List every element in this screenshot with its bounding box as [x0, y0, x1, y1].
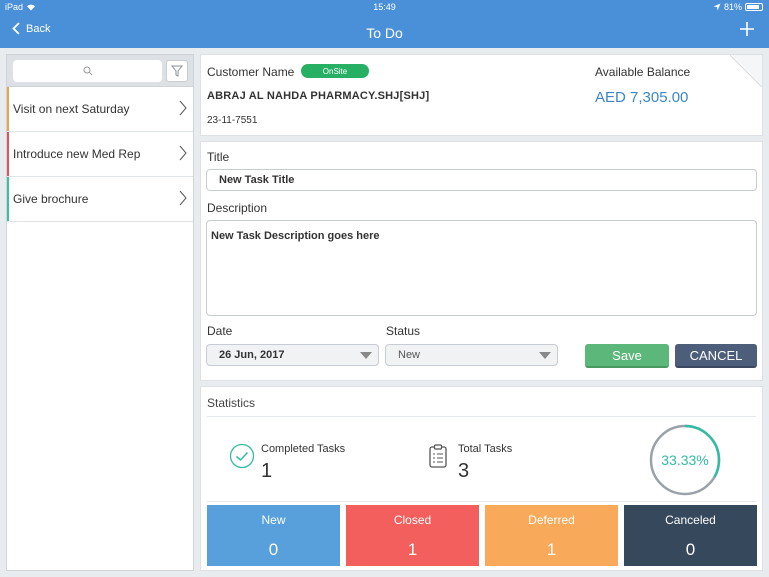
date-value: 26 Jun, 2017 [219, 349, 285, 361]
status-value: New [398, 349, 421, 361]
add-button[interactable] [739, 18, 755, 42]
divider [207, 416, 756, 417]
task-label: Give brochure [13, 192, 89, 206]
tile-canceled-label: Canceled [665, 513, 716, 527]
search-icon [83, 66, 92, 76]
cancel-button[interactable]: CANCEL [675, 344, 757, 368]
page-fold-icon [730, 55, 762, 87]
balance-label: Available Balance [595, 65, 691, 79]
title-input[interactable]: New Task Title [206, 169, 757, 191]
task-label: Introduce new Med Rep [13, 147, 141, 161]
task-sidebar: Visit on next Saturday Introduce new Med … [6, 54, 194, 571]
back-label: Back [26, 22, 51, 35]
description-label: Description [207, 201, 268, 215]
status-right: 81% [713, 2, 763, 12]
caret-down-icon [360, 352, 372, 359]
title-label: Title [207, 150, 230, 164]
total-tasks-value: 3 [458, 460, 470, 482]
statistics-title: Statistics [207, 396, 256, 410]
location-arrow-icon [713, 3, 721, 11]
completed-tasks-label: Completed Tasks [261, 443, 346, 455]
search-bar [7, 55, 193, 87]
caret-down-icon [539, 352, 551, 359]
save-button[interactable]: Save [585, 344, 669, 368]
back-button[interactable]: Back [12, 22, 50, 35]
task-form: Title New Task Title Description New Tas… [200, 141, 763, 381]
chevron-left-icon [12, 22, 20, 35]
total-tasks-label: Total Tasks [458, 443, 513, 455]
date-select[interactable]: 26 Jun, 2017 [206, 344, 379, 366]
task-list-item[interactable]: Visit on next Saturday [7, 87, 193, 132]
check-circle-icon [229, 443, 255, 469]
customer-code: 23-11-7551 [207, 115, 258, 126]
tile-canceled-value: 0 [685, 540, 696, 559]
balance-value: AED 7,305.00 [595, 89, 689, 106]
device-label: iPad [5, 2, 36, 12]
status-label: Status [386, 324, 421, 338]
statistics-panel: Statistics Completed Tasks 1 Total Tasks… [200, 386, 763, 571]
tile-deferred-value: 1 [546, 540, 557, 559]
description-input[interactable]: New Task Description goes here [206, 220, 757, 316]
task-color-bar [7, 132, 9, 176]
progress-percent: 33.33% [661, 452, 709, 468]
tile-new[interactable]: New 0 [207, 505, 340, 566]
completed-tasks-value: 1 [261, 460, 273, 482]
chevron-right-icon [179, 145, 187, 161]
tile-canceled[interactable]: Canceled 0 [624, 505, 757, 566]
status-time: 15:49 [373, 2, 396, 12]
tile-closed[interactable]: Closed 1 [346, 505, 479, 566]
chevron-right-icon [179, 100, 187, 116]
task-color-bar [7, 177, 9, 221]
progress-ring [649, 424, 721, 496]
customer-name: ABRAJ AL NAHDA PHARMACY.SHJ[SHJ] [207, 90, 430, 102]
tile-new-label: New [261, 513, 286, 527]
search-input[interactable] [13, 60, 162, 82]
task-label: Visit on next Saturday [13, 102, 130, 116]
nav-bar: iPad 15:49 81% Back To Do [0, 0, 769, 48]
customer-name-label: Customer Name [207, 65, 295, 79]
battery-percent: 81% [723, 2, 742, 12]
tile-new-value: 0 [268, 540, 279, 559]
tile-deferred[interactable]: Deferred 1 [485, 505, 618, 566]
battery-icon [745, 3, 763, 11]
task-list-item[interactable]: Give brochure [7, 177, 193, 222]
task-list-item[interactable]: Introduce new Med Rep [7, 132, 193, 177]
clipboard-icon [429, 444, 447, 468]
plus-icon [740, 22, 754, 36]
tile-closed-value: 1 [407, 540, 418, 559]
chevron-right-icon [179, 190, 187, 206]
tile-closed-label: Closed [393, 513, 432, 527]
divider [207, 501, 756, 502]
onsite-badge: OnSite [301, 64, 369, 78]
page-title: To Do [366, 25, 403, 41]
progress-ring-arc [649, 424, 721, 496]
tile-deferred-label: Deferred [528, 513, 575, 527]
wifi-icon [26, 4, 35, 11]
date-label: Date [207, 324, 233, 338]
customer-panel: Customer Name OnSite ABRAJ AL NAHDA PHAR… [200, 54, 763, 136]
task-list: Visit on next Saturday Introduce new Med … [7, 87, 193, 222]
task-color-bar [7, 87, 9, 131]
filter-icon [171, 65, 183, 77]
status-select[interactable]: New [385, 344, 558, 366]
status-bar: iPad 15:49 81% [0, 0, 769, 15]
filter-button[interactable] [166, 60, 188, 82]
device-name: iPad [5, 2, 24, 12]
